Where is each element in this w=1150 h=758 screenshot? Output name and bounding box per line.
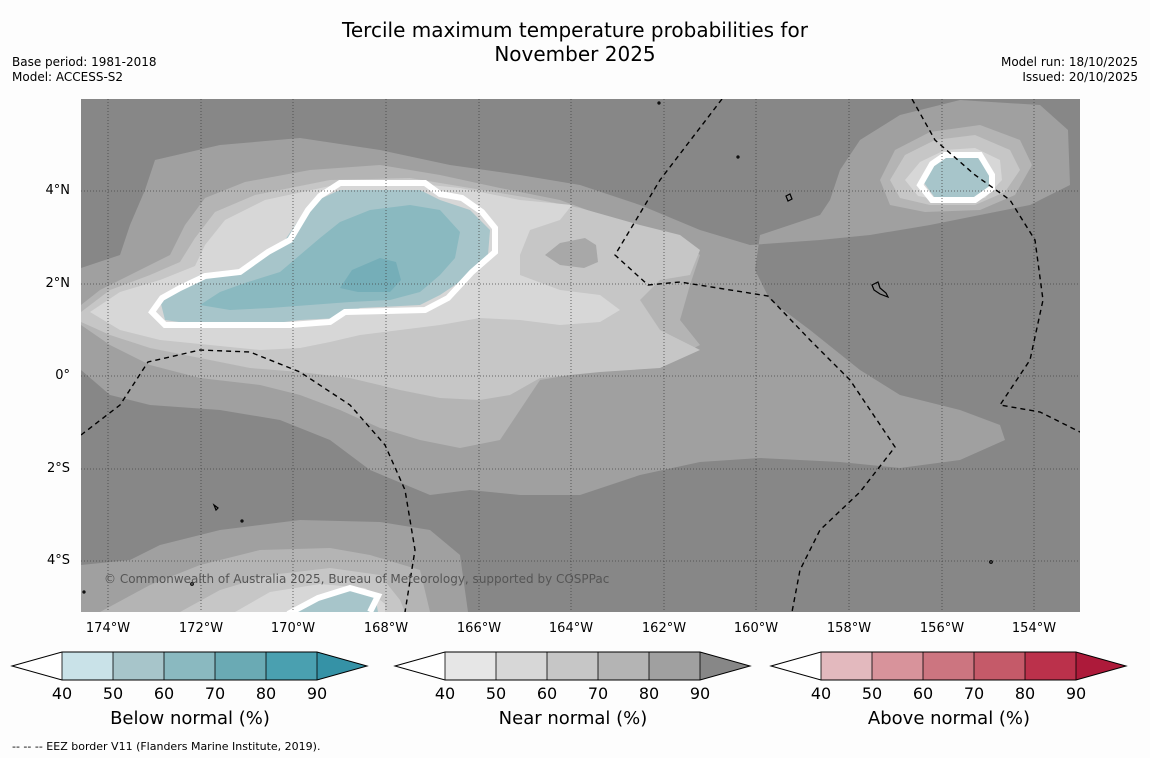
cb1-tick-40: 40 xyxy=(434,684,456,703)
below-normal-southwest-outline xyxy=(286,584,383,612)
copyright-notice: © Commonwealth of Australia 2025, Bureau… xyxy=(104,572,610,586)
below-normal-northeast-region xyxy=(922,158,990,198)
below-normal-70-region xyxy=(340,258,401,292)
cb1-tick-60: 60 xyxy=(536,684,558,703)
cb1-tick-90: 90 xyxy=(689,684,711,703)
colorbar-near-normal xyxy=(395,652,750,680)
base-period: Base period: 1981-2018 xyxy=(12,55,157,69)
cb1-tick-70: 70 xyxy=(587,684,609,703)
title-line-1: Tercile maximum temperature probabilitie… xyxy=(342,18,808,42)
lon-label-162w: 162°W xyxy=(641,621,687,636)
lat-label-0: 0° xyxy=(55,368,70,383)
lon-label-172w: 172°W xyxy=(178,621,224,636)
lat-label-4s: 4°S xyxy=(46,553,70,568)
eez-borders xyxy=(81,99,1080,612)
eez-footnote: -- -- -- EEZ border V11 (Flanders Marine… xyxy=(12,740,321,753)
cb2-tick-90: 90 xyxy=(1065,684,1087,703)
islands xyxy=(82,101,993,594)
lon-label-160w: 160°W xyxy=(733,621,779,636)
lat-label-4n: 4°N xyxy=(45,183,71,198)
cb0-tick-50: 50 xyxy=(102,684,124,703)
cb2-tick-50: 50 xyxy=(861,684,883,703)
cb2-tick-60: 60 xyxy=(912,684,934,703)
cb1-tick-50: 50 xyxy=(485,684,507,703)
lon-label-156w: 156°W xyxy=(919,621,965,636)
meta-right: Model run: 18/10/2025 Issued: 20/10/2025 xyxy=(1001,55,1138,85)
cb0-tick-70: 70 xyxy=(204,684,226,703)
lon-label-168w: 168°W xyxy=(363,621,409,636)
model-run: Model run: 18/10/2025 xyxy=(1000,55,1138,69)
lat-label-2s: 2°S xyxy=(46,461,70,476)
cb0-tick-40: 40 xyxy=(51,684,73,703)
lon-label-164w: 164°W xyxy=(548,621,594,636)
map-plot-area xyxy=(81,99,1080,612)
title-line-2: November 2025 xyxy=(494,42,656,66)
below-normal-southwest-region xyxy=(290,590,378,612)
issued-date: Issued: 20/10/2025 xyxy=(1022,70,1138,84)
cb0-tick-60: 60 xyxy=(153,684,175,703)
lon-label-154w: 154°W xyxy=(1011,621,1057,636)
below-normal-label: Below normal (%) xyxy=(110,708,270,729)
cb2-tick-40: 40 xyxy=(810,684,832,703)
near-normal-label: Near normal (%) xyxy=(498,708,648,729)
cb2-tick-80: 80 xyxy=(1014,684,1036,703)
near-normal-80-patch xyxy=(545,238,598,268)
cb2-tick-70: 70 xyxy=(963,684,985,703)
model-name: Model: ACCESS-S2 xyxy=(12,70,124,84)
below-normal-northeast-outline xyxy=(916,152,995,203)
lon-label-174w: 174°W xyxy=(85,621,131,636)
colorbar-above-normal xyxy=(771,652,1126,680)
map-title: Tercile maximum temperature probabilitie… xyxy=(0,18,1150,66)
colorbar-below-normal xyxy=(12,652,367,680)
below-normal-50-outline xyxy=(148,180,498,328)
lat-label-2n: 2°N xyxy=(45,276,71,291)
meta-left: Base period: 1981-2018 Model: ACCESS-S2 xyxy=(12,55,157,85)
lon-label-158w: 158°W xyxy=(826,621,872,636)
lon-label-166w: 166°W xyxy=(456,621,502,636)
above-normal-label: Above normal (%) xyxy=(867,708,1031,729)
lon-label-170w: 170°W xyxy=(270,621,316,636)
cb0-tick-80: 80 xyxy=(255,684,277,703)
cb1-tick-80: 80 xyxy=(638,684,660,703)
cb0-tick-90: 90 xyxy=(306,684,328,703)
